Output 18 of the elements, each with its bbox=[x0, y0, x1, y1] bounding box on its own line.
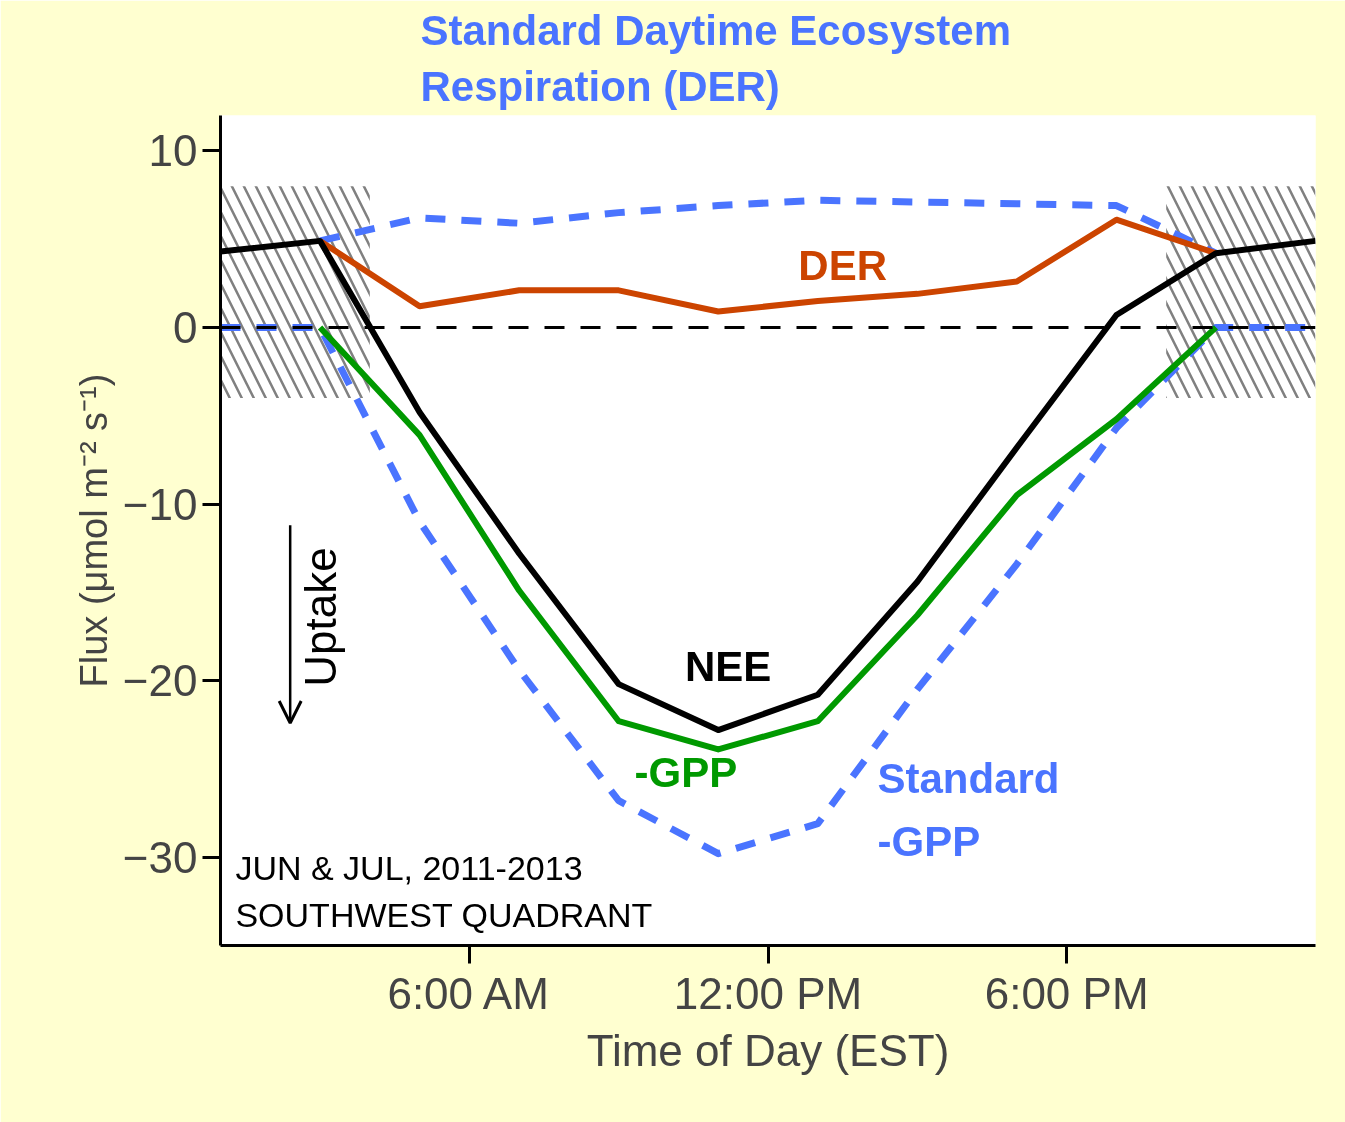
text: Standard Daytime Ecosystem Respiration (DER) bbox=[420, 7, 1012, 111]
y-tick-label: 0 bbox=[173, 302, 198, 352]
x-axis-title: Time of Day (EST) bbox=[586, 1025, 950, 1075]
series-label: -GPP bbox=[634, 748, 738, 796]
x-tick-label: 6:00 PM bbox=[984, 968, 1149, 1018]
annotation: SOUTHWEST QUADRANT bbox=[235, 896, 653, 935]
series-label: Standard -GPP bbox=[877, 754, 1060, 866]
series-label: NEE bbox=[685, 642, 772, 690]
y-tick-label: 10 bbox=[148, 126, 198, 176]
x-tick-label: 12:00 PM bbox=[673, 968, 863, 1018]
y-tick-label: −20 bbox=[122, 656, 198, 706]
annotation: Uptake bbox=[295, 547, 345, 687]
y-tick-label: −30 bbox=[122, 832, 198, 882]
annotation: JUN & JUL, 2011-2013 bbox=[235, 848, 583, 887]
x-tick-label: 6:00 AM bbox=[387, 968, 549, 1018]
y-tick-label: −10 bbox=[122, 479, 198, 529]
y-axis-title: Flux (μmol m⁻² s⁻¹) bbox=[72, 373, 115, 688]
series-label: DER bbox=[798, 242, 888, 290]
